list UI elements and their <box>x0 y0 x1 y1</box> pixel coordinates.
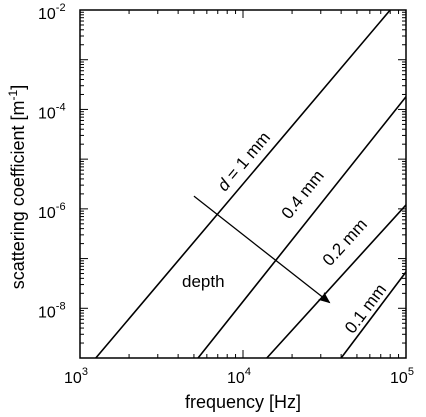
x-tick-base: 10 <box>227 370 245 387</box>
series-label-text: 0.2 mm <box>319 215 371 270</box>
y-tick-exp: -8 <box>56 300 66 312</box>
x-tick-exp: 5 <box>408 366 414 378</box>
y-tick-label: 10-6 <box>38 201 66 222</box>
depth-arrow <box>193 195 331 304</box>
y-tick-labels: 10-810-610-410-2 <box>38 2 66 321</box>
series-label: 0.1 mm <box>341 280 390 337</box>
y-axis-title-close: ] <box>8 85 28 90</box>
depth-annotation: depth <box>182 272 225 291</box>
series-line <box>197 96 406 358</box>
x-tick-exp: 3 <box>82 366 88 378</box>
y-tick-exp: -6 <box>56 201 66 213</box>
y-tick-base: 10 <box>38 6 56 23</box>
series-label-text: 0.4 mm <box>278 166 328 222</box>
axis-ticks <box>79 10 406 359</box>
series-label: d = 1 mm <box>214 128 275 195</box>
x-tick-labels: 103 104 105 <box>64 366 414 387</box>
series-lines <box>95 10 406 358</box>
y-tick-base: 10 <box>38 304 56 321</box>
x-tick-exp: 4 <box>245 366 251 378</box>
x-tick-label: 103 <box>64 366 88 387</box>
y-tick-base: 10 <box>38 205 56 222</box>
y-tick-label: 10-2 <box>38 2 66 23</box>
x-tick-base: 10 <box>64 370 82 387</box>
series-label-text: 0.1 mm <box>341 280 390 337</box>
series-label: 0.2 mm <box>319 215 371 270</box>
x-tick-label: 104 <box>227 366 251 387</box>
y-axis-title: scattering coefficient [m-1] <box>6 85 28 289</box>
series-label: 0.4 mm <box>278 166 328 222</box>
y-tick-exp: -2 <box>56 2 66 14</box>
series-line <box>95 10 391 358</box>
y-axis-title-sup: -1 <box>6 89 20 100</box>
y-tick-label: 10-8 <box>38 300 66 321</box>
y-axis-title-main: scattering coefficient [m <box>8 100 28 289</box>
series-line <box>340 271 406 358</box>
x-tick-base: 10 <box>390 370 408 387</box>
y-tick-exp: -4 <box>56 101 66 113</box>
y-tick-base: 10 <box>38 105 56 122</box>
x-tick-label: 105 <box>390 366 414 387</box>
series-line <box>266 204 406 358</box>
y-tick-label: 10-4 <box>38 101 66 122</box>
x-axis-title: frequency [Hz] <box>185 392 301 412</box>
